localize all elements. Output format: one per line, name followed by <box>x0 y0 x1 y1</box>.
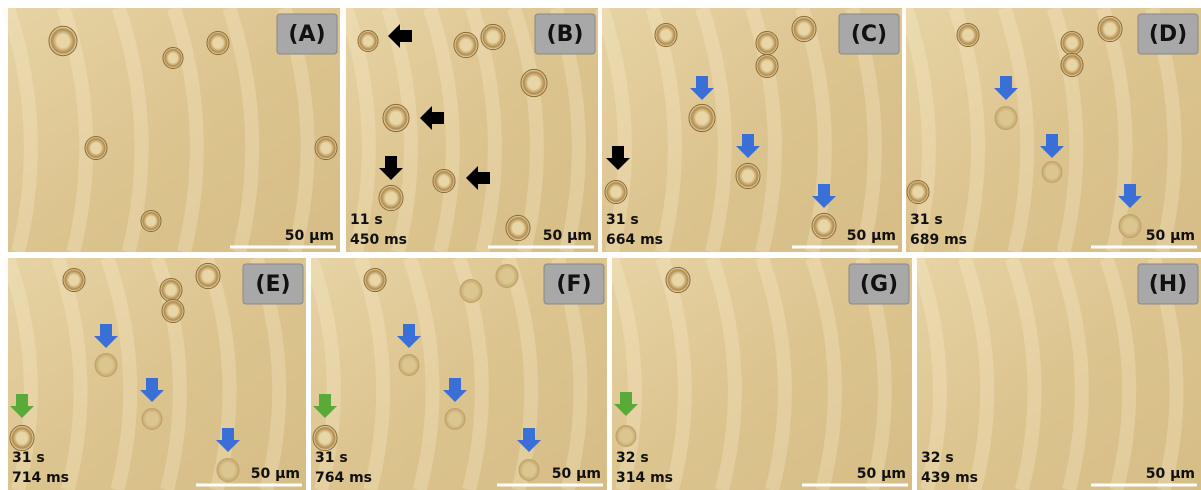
cell <box>736 163 760 188</box>
panel: (C) 50 µm 31 s 664 ms <box>602 8 902 252</box>
cell <box>142 409 162 430</box>
timestamp: 32 s <box>616 450 649 466</box>
scale-label: 50 µm <box>1146 228 1195 244</box>
scale-label: 50 µm <box>251 466 300 482</box>
panels: (A) 50 µm (B) 50 µm 11 s 450 ms (C) 50 µm 31 s 66… <box>0 0 1201 490</box>
cell <box>689 104 715 131</box>
scale-label: 50 µm <box>285 228 334 244</box>
cell <box>1061 53 1083 76</box>
scale-label: 50 µm <box>857 466 906 482</box>
panel-label: (G) <box>860 272 898 297</box>
cell <box>481 24 505 49</box>
timestamp: 31 s <box>910 212 943 228</box>
cell <box>519 460 539 481</box>
timestamp: 439 ms <box>921 470 978 486</box>
cell <box>364 268 386 291</box>
figure: (A) 50 µm (B) 50 µm 11 s 450 ms (C) 50 µm 31 s 66… <box>0 0 1201 490</box>
panel: (D) 50 µm 31 s 689 ms <box>906 8 1201 252</box>
scale-label: 50 µm <box>552 466 601 482</box>
panel-label: (E) <box>255 272 290 297</box>
cell <box>1061 31 1083 54</box>
cell <box>756 31 778 54</box>
cell <box>756 54 778 77</box>
panel: (E) 50 µm 31 s 714 ms <box>8 258 306 490</box>
scale-label: 50 µm <box>847 228 896 244</box>
scale-label: 50 µm <box>543 228 592 244</box>
cell <box>313 425 337 450</box>
panel-label: (H) <box>1149 272 1188 297</box>
cell <box>49 26 77 55</box>
cell <box>1042 162 1062 183</box>
panel-label: (A) <box>288 22 325 47</box>
cell <box>399 355 419 376</box>
cell <box>163 48 183 69</box>
panel: (F) 50 µm 31 s 764 ms <box>311 258 607 490</box>
timestamp: 314 ms <box>616 470 673 486</box>
cell <box>383 104 409 131</box>
cell <box>792 16 816 41</box>
cell <box>196 263 220 288</box>
timestamp: 11 s <box>350 212 383 228</box>
cell <box>496 264 518 287</box>
cell <box>907 180 929 203</box>
timestamp: 714 ms <box>12 470 69 486</box>
cell <box>655 23 677 46</box>
cell <box>207 31 229 54</box>
timestamp: 764 ms <box>315 470 372 486</box>
cell <box>358 31 378 52</box>
cell <box>812 213 836 238</box>
cell <box>10 425 34 450</box>
cell <box>616 426 636 447</box>
cell <box>85 136 107 159</box>
cell <box>605 180 627 203</box>
panel-label: (C) <box>851 22 887 47</box>
cell <box>379 185 403 210</box>
panel: (B) 50 µm 11 s 450 ms <box>346 8 598 252</box>
cell <box>957 23 979 46</box>
cell <box>454 32 478 57</box>
cell <box>1119 214 1141 237</box>
cell <box>433 169 455 192</box>
timestamp: 689 ms <box>910 232 967 248</box>
timestamp: 31 s <box>315 450 348 466</box>
cell <box>445 409 465 430</box>
cell <box>315 136 337 159</box>
cell <box>1098 16 1122 41</box>
cell <box>666 267 690 292</box>
cell <box>217 458 239 481</box>
cell <box>162 299 184 322</box>
panel-label: (B) <box>547 22 584 47</box>
cell <box>460 279 482 302</box>
cell <box>506 215 530 240</box>
cell <box>160 278 182 301</box>
cell <box>63 268 85 291</box>
cell <box>521 69 547 96</box>
scale-label: 50 µm <box>1146 466 1195 482</box>
panel-label: (F) <box>556 272 591 297</box>
timestamp: 31 s <box>12 450 45 466</box>
cell <box>95 353 117 376</box>
panel-label: (D) <box>1149 22 1187 47</box>
panel: (G) 50 µm 32 s 314 ms <box>612 258 912 490</box>
timestamp: 664 ms <box>606 232 663 248</box>
cell <box>995 106 1017 129</box>
timestamp: 450 ms <box>350 232 407 248</box>
timestamp: 31 s <box>606 212 639 228</box>
panel: (A) 50 µm <box>8 8 340 252</box>
panel: (H) 50 µm 32 s 439 ms <box>917 258 1201 490</box>
timestamp: 32 s <box>921 450 954 466</box>
cell <box>141 211 161 232</box>
